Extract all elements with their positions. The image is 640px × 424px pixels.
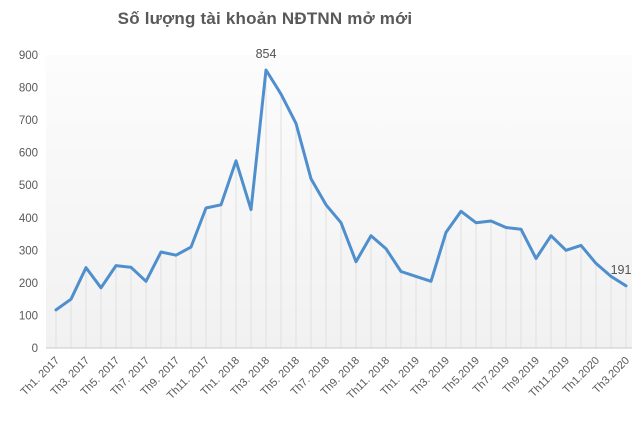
data-point-label: 854 xyxy=(256,47,277,61)
y-axis-tick-label: 100 xyxy=(19,310,38,322)
y-axis-tick-label: 500 xyxy=(19,180,38,192)
chart-title: Số lượng tài khoản NĐTNN mở mới xyxy=(117,9,413,28)
series-line xyxy=(54,68,628,312)
plot-area xyxy=(46,55,632,348)
y-axis-tick-label: 400 xyxy=(19,213,38,225)
y-axis-tick-label: 700 xyxy=(19,115,38,127)
y-axis-tick-label: 0 xyxy=(32,343,38,355)
y-axis-tick-label: 800 xyxy=(19,83,38,95)
y-axis-tick-label: 200 xyxy=(19,278,38,290)
y-axis-tick-label: 300 xyxy=(19,245,38,257)
y-axis-tick-label: 900 xyxy=(19,50,38,62)
data-point-label: 191 xyxy=(611,263,632,277)
y-axis-tick-label: 600 xyxy=(19,148,38,160)
